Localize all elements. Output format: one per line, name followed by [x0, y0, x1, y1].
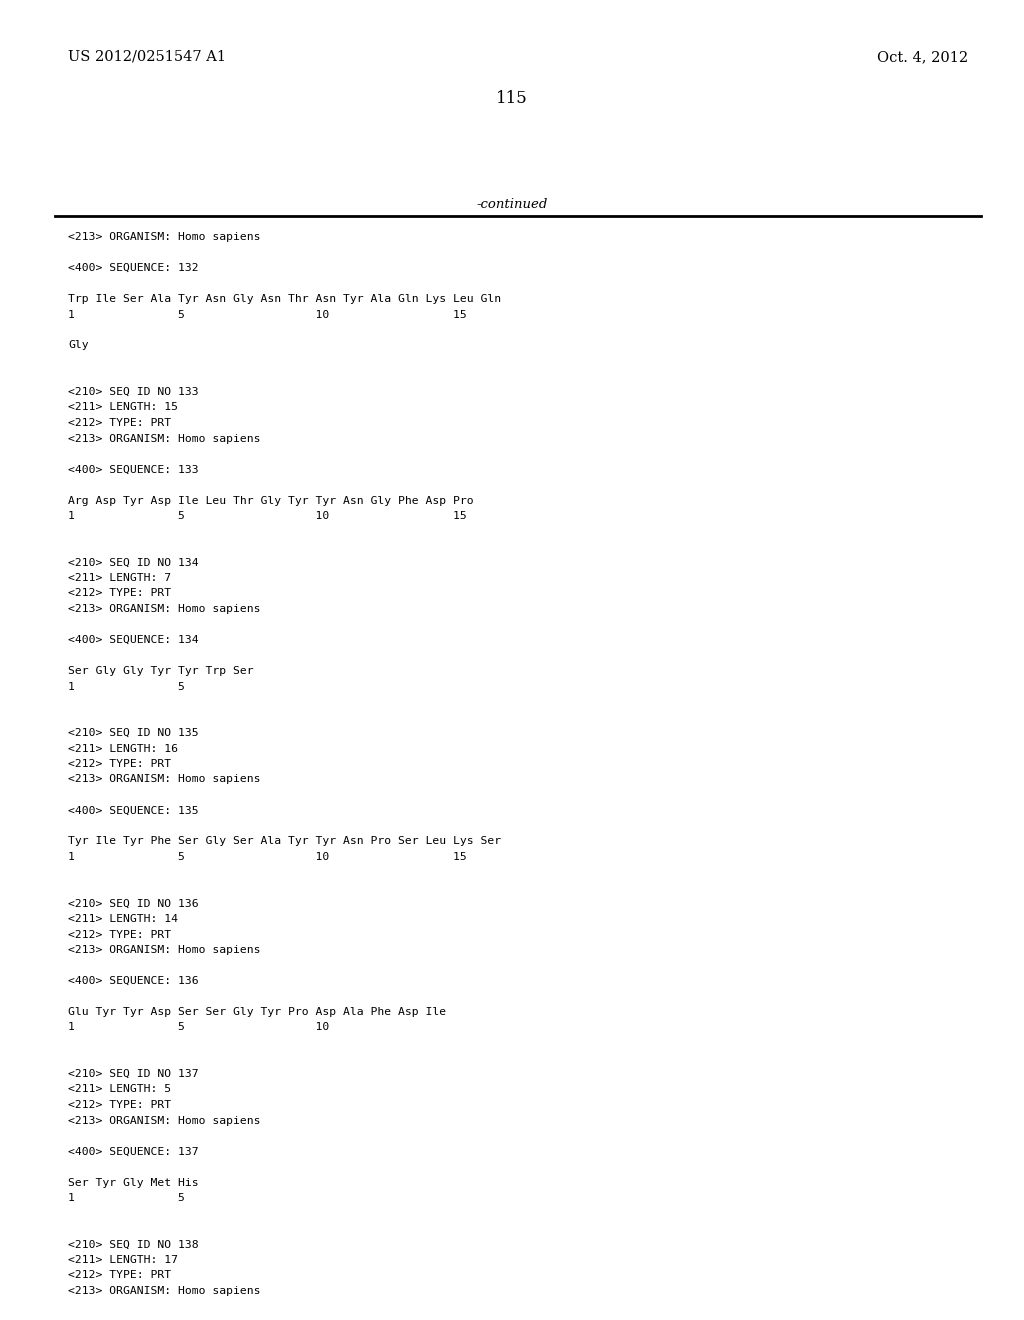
- Text: Tyr Ile Tyr Phe Ser Gly Ser Ala Tyr Tyr Asn Pro Ser Leu Lys Ser: Tyr Ile Tyr Phe Ser Gly Ser Ala Tyr Tyr …: [68, 837, 501, 846]
- Text: <210> SEQ ID NO 138: <210> SEQ ID NO 138: [68, 1239, 199, 1250]
- Text: <400> SEQUENCE: 136: <400> SEQUENCE: 136: [68, 975, 199, 986]
- Text: <211> LENGTH: 5: <211> LENGTH: 5: [68, 1085, 171, 1094]
- Text: 1               5                   10: 1 5 10: [68, 1023, 330, 1032]
- Text: <211> LENGTH: 15: <211> LENGTH: 15: [68, 403, 178, 412]
- Text: <211> LENGTH: 14: <211> LENGTH: 14: [68, 913, 178, 924]
- Text: 1               5: 1 5: [68, 681, 185, 692]
- Text: <213> ORGANISM: Homo sapiens: <213> ORGANISM: Homo sapiens: [68, 605, 260, 614]
- Text: 1               5                   10                  15: 1 5 10 15: [68, 309, 467, 319]
- Text: <211> LENGTH: 16: <211> LENGTH: 16: [68, 743, 178, 754]
- Text: <211> LENGTH: 17: <211> LENGTH: 17: [68, 1255, 178, 1265]
- Text: Ser Tyr Gly Met His: Ser Tyr Gly Met His: [68, 1177, 199, 1188]
- Text: Gly: Gly: [68, 341, 89, 351]
- Text: 1               5                   10                  15: 1 5 10 15: [68, 511, 467, 521]
- Text: <212> TYPE: PRT: <212> TYPE: PRT: [68, 1100, 171, 1110]
- Text: <210> SEQ ID NO 133: <210> SEQ ID NO 133: [68, 387, 199, 397]
- Text: 115: 115: [496, 90, 528, 107]
- Text: Ser Gly Gly Tyr Tyr Trp Ser: Ser Gly Gly Tyr Tyr Trp Ser: [68, 667, 254, 676]
- Text: US 2012/0251547 A1: US 2012/0251547 A1: [68, 50, 226, 63]
- Text: 1               5: 1 5: [68, 1193, 185, 1203]
- Text: Oct. 4, 2012: Oct. 4, 2012: [877, 50, 968, 63]
- Text: <212> TYPE: PRT: <212> TYPE: PRT: [68, 418, 171, 428]
- Text: 1               5                   10                  15: 1 5 10 15: [68, 851, 467, 862]
- Text: <400> SEQUENCE: 134: <400> SEQUENCE: 134: [68, 635, 199, 645]
- Text: <400> SEQUENCE: 132: <400> SEQUENCE: 132: [68, 263, 199, 273]
- Text: <213> ORGANISM: Homo sapiens: <213> ORGANISM: Homo sapiens: [68, 232, 260, 242]
- Text: -continued: -continued: [476, 198, 548, 211]
- Text: <211> LENGTH: 7: <211> LENGTH: 7: [68, 573, 171, 583]
- Text: <210> SEQ ID NO 136: <210> SEQ ID NO 136: [68, 899, 199, 908]
- Text: <213> ORGANISM: Homo sapiens: <213> ORGANISM: Homo sapiens: [68, 945, 260, 954]
- Text: <400> SEQUENCE: 137: <400> SEQUENCE: 137: [68, 1147, 199, 1156]
- Text: <212> TYPE: PRT: <212> TYPE: PRT: [68, 1270, 171, 1280]
- Text: <213> ORGANISM: Homo sapiens: <213> ORGANISM: Homo sapiens: [68, 433, 260, 444]
- Text: <212> TYPE: PRT: <212> TYPE: PRT: [68, 759, 171, 770]
- Text: Trp Ile Ser Ala Tyr Asn Gly Asn Thr Asn Tyr Ala Gln Lys Leu Gln: Trp Ile Ser Ala Tyr Asn Gly Asn Thr Asn …: [68, 294, 501, 304]
- Text: Arg Asp Tyr Asp Ile Leu Thr Gly Tyr Tyr Asn Gly Phe Asp Pro: Arg Asp Tyr Asp Ile Leu Thr Gly Tyr Tyr …: [68, 495, 474, 506]
- Text: <210> SEQ ID NO 137: <210> SEQ ID NO 137: [68, 1069, 199, 1078]
- Text: <213> ORGANISM: Homo sapiens: <213> ORGANISM: Homo sapiens: [68, 1286, 260, 1296]
- Text: <213> ORGANISM: Homo sapiens: <213> ORGANISM: Homo sapiens: [68, 1115, 260, 1126]
- Text: <210> SEQ ID NO 134: <210> SEQ ID NO 134: [68, 557, 199, 568]
- Text: <400> SEQUENCE: 133: <400> SEQUENCE: 133: [68, 465, 199, 474]
- Text: <210> SEQ ID NO 135: <210> SEQ ID NO 135: [68, 729, 199, 738]
- Text: <400> SEQUENCE: 135: <400> SEQUENCE: 135: [68, 805, 199, 816]
- Text: <213> ORGANISM: Homo sapiens: <213> ORGANISM: Homo sapiens: [68, 775, 260, 784]
- Text: Glu Tyr Tyr Asp Ser Ser Gly Tyr Pro Asp Ala Phe Asp Ile: Glu Tyr Tyr Asp Ser Ser Gly Tyr Pro Asp …: [68, 1007, 446, 1016]
- Text: <212> TYPE: PRT: <212> TYPE: PRT: [68, 929, 171, 940]
- Text: <212> TYPE: PRT: <212> TYPE: PRT: [68, 589, 171, 598]
